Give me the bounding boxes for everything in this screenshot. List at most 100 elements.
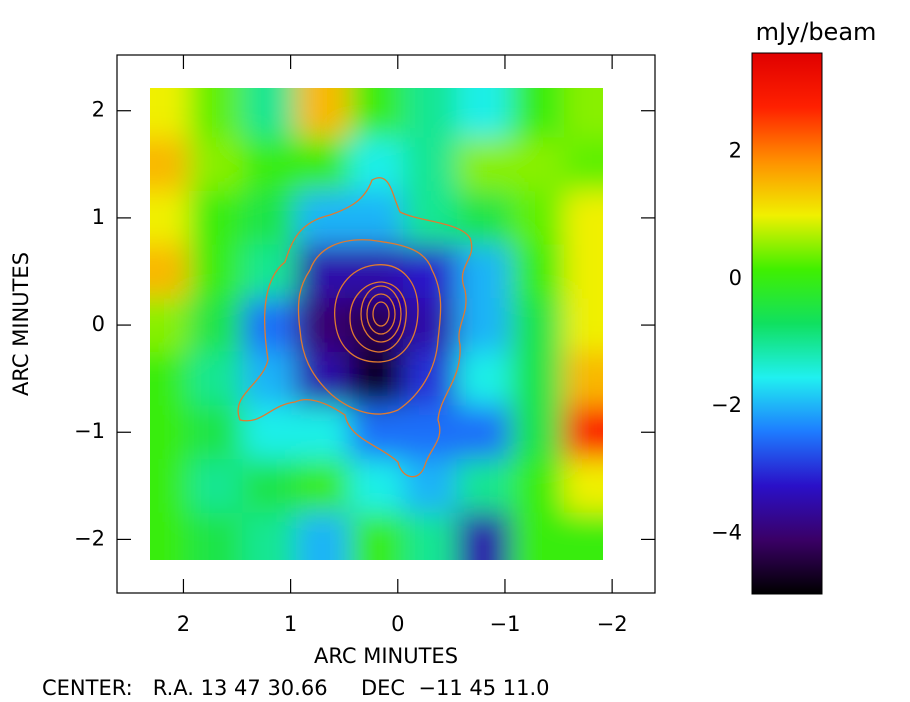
heat-cell [150, 88, 190, 139]
x-tick-label: −2 [597, 612, 628, 636]
heat-cell [150, 512, 190, 560]
heat-cell [295, 137, 351, 193]
heat-cell [242, 88, 297, 139]
heat-cell [510, 191, 565, 246]
heat-cell [456, 512, 512, 560]
heat-cell [150, 191, 190, 246]
heat-cell [456, 191, 512, 246]
heat-cell [456, 459, 512, 514]
heat-cell [242, 405, 297, 461]
x-tick-label: −1 [489, 612, 520, 636]
heat-cell [510, 459, 565, 514]
heat-cell [349, 459, 405, 514]
footer: CENTER: R.A. 13 47 30.66 DEC −11 45 11.0 [42, 676, 550, 700]
heat-cell [188, 88, 244, 139]
colorbar-tick-label: 2 [729, 139, 742, 163]
heat-cell [456, 137, 512, 193]
heat-cell [510, 512, 565, 560]
heat-cell [242, 459, 297, 514]
heat-cell [563, 512, 603, 560]
heat-cell [349, 512, 405, 560]
heat-cell [349, 137, 405, 193]
heat-cell [150, 137, 190, 193]
heat-cell [510, 405, 565, 461]
heat-cell [456, 405, 512, 461]
heat-cell [510, 244, 565, 300]
heat-cell [510, 137, 565, 193]
heat-cell [242, 298, 297, 353]
heat-cell [510, 351, 565, 407]
heat-cell [456, 351, 512, 407]
colorbar-tick-label: −2 [711, 393, 742, 417]
heat-cell [188, 351, 244, 407]
heat-cell [403, 405, 458, 461]
heat-cell [150, 298, 190, 353]
heat-cell [188, 244, 244, 300]
heat-cell [295, 88, 351, 139]
y-tick-label: 1 [92, 205, 105, 229]
map [150, 88, 603, 560]
heat-cell [563, 298, 603, 353]
heat-cell [563, 244, 603, 300]
heat-cell [242, 351, 297, 407]
heat-cell [403, 459, 458, 514]
plot-frame [116, 54, 656, 594]
heat-cell [295, 191, 351, 246]
contours [237, 177, 473, 478]
heat-cell [150, 244, 190, 300]
heat-cell [403, 244, 458, 300]
heat-cell [242, 191, 297, 246]
heat-cell [188, 459, 244, 514]
x-axis-title: ARC MINUTES [314, 644, 458, 668]
colorbar-label: mJy/beam [756, 18, 877, 46]
heat-cell [510, 88, 565, 139]
heat-cell [188, 191, 244, 246]
heat-cell [456, 298, 512, 353]
heat-cell [349, 351, 405, 407]
heat-cell [349, 88, 405, 139]
heat-cell [295, 351, 351, 407]
colorbar-tick-label: −4 [711, 521, 742, 545]
heat-cell [563, 405, 603, 461]
heat-cell [188, 512, 244, 560]
heat-cell [403, 191, 458, 246]
heat-cell [295, 298, 351, 353]
heat-cell [150, 459, 190, 514]
y-tick-label: −1 [74, 419, 105, 443]
heat-cell [188, 298, 244, 353]
colorbar [751, 52, 823, 595]
y-axis-title: ARC MINUTES [9, 252, 33, 396]
heat-cell [349, 298, 405, 353]
heat-cell [403, 512, 458, 560]
heat-cell [403, 298, 458, 353]
heat-cell [188, 405, 244, 461]
heat-cell [295, 244, 351, 300]
heat-cell [242, 137, 297, 193]
heat-cell [295, 512, 351, 560]
x-tick-label: 1 [284, 612, 297, 636]
x-tick-label: 2 [177, 612, 190, 636]
heat-cell [403, 137, 458, 193]
heat-cell [510, 298, 565, 353]
y-tick-label: 2 [92, 98, 105, 122]
heat-cell [295, 459, 351, 514]
x-tick-label: 0 [391, 612, 404, 636]
heat-cell [563, 191, 603, 246]
heat-cell [295, 405, 351, 461]
colorbar-tick-label: 0 [729, 266, 742, 290]
heat-cell [563, 459, 603, 514]
y-tick-label: −2 [74, 526, 105, 550]
heat-cell [349, 244, 405, 300]
heat-cell [456, 244, 512, 300]
heat-cell [456, 88, 512, 139]
heat-cell [563, 137, 603, 193]
heat-cell [403, 88, 458, 139]
heat-cell [188, 137, 244, 193]
heat-cell [563, 351, 603, 407]
heat-cell [150, 351, 190, 407]
y-tick-label: 0 [92, 312, 105, 336]
heat-cell [150, 405, 190, 461]
heat-cell [349, 191, 405, 246]
heat-cell [242, 512, 297, 560]
